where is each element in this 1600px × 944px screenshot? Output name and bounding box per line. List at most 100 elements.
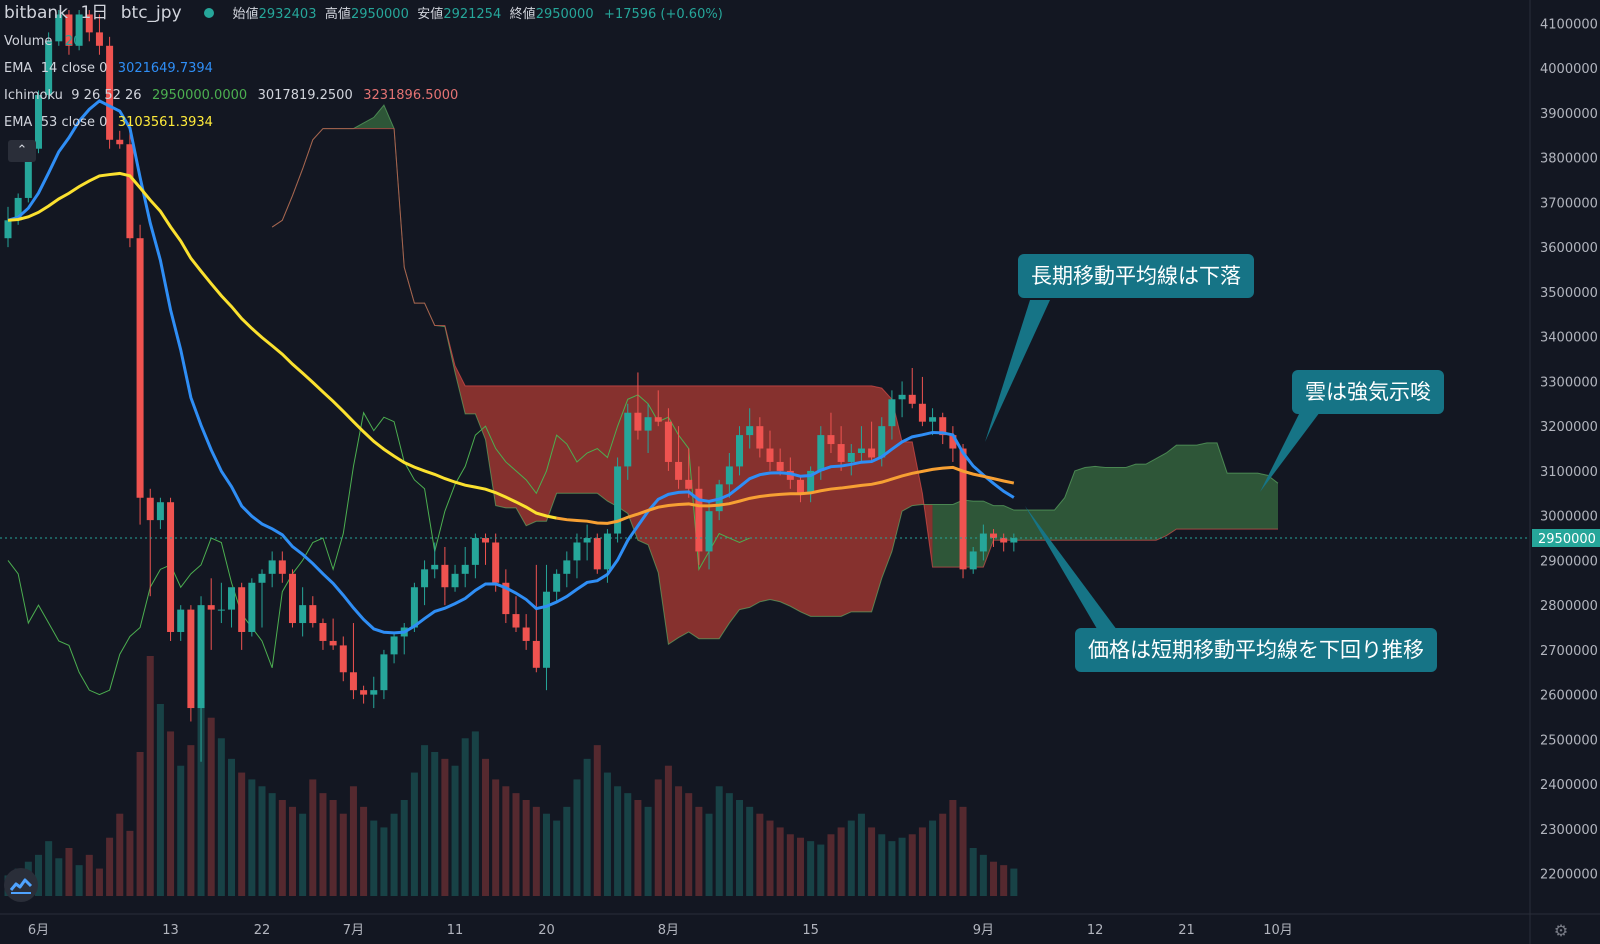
price-tick-label: 2900000 [1540, 554, 1598, 569]
ichimoku-cloud [271, 104, 1279, 646]
candle [522, 614, 530, 650]
volume-bar [573, 779, 581, 896]
candle-body [654, 417, 662, 422]
time-tick-label: 20 [538, 923, 555, 938]
candle-body [34, 95, 42, 149]
candle [1010, 533, 1018, 552]
volume-bar [441, 758, 449, 896]
candle [65, 10, 73, 55]
candle [685, 448, 693, 498]
candle-body [248, 582, 256, 632]
volume-bar [1010, 868, 1018, 896]
candle-body [106, 45, 114, 140]
volume-bar [817, 844, 825, 896]
symbol-pair[interactable]: btc_jpy [120, 3, 182, 23]
candle [675, 426, 683, 489]
candle-body [187, 609, 195, 709]
volume-bar [288, 806, 296, 896]
gear-icon[interactable]: ⚙ [1553, 921, 1569, 940]
candle [156, 497, 164, 530]
price-tick-label: 2400000 [1540, 778, 1598, 793]
time-tick-label: 9月 [973, 923, 994, 938]
candle [106, 36, 114, 149]
indicator-row-ema14[interactable]: EMA 14 close 0 3021649.7394 [4, 55, 723, 82]
volume-bar [827, 834, 835, 896]
candle-body [390, 636, 398, 655]
volume-bar [532, 806, 540, 896]
candle [837, 426, 845, 471]
candle-body [309, 605, 317, 624]
candle [319, 618, 327, 650]
volume-bar [888, 841, 896, 896]
time-axis[interactable]: 6月 13 22 7月 11 20 8月 15 9月 12 21 10月 [28, 923, 1293, 938]
chart-legend: bitbank 1日 btc_jpy 始値2932403 高値2950000 安… [4, 0, 723, 136]
candle-body [776, 461, 784, 471]
candle [918, 376, 926, 427]
candle [360, 685, 368, 704]
callout-pointer-long-ma [985, 300, 1050, 442]
price-tick-label: 2800000 [1540, 599, 1598, 614]
volume-bar [248, 779, 256, 896]
ema-53-line-recent [556, 465, 1015, 525]
candle [238, 582, 246, 650]
callout-cloud-bullish: 雲は強気示唆 [1292, 370, 1444, 414]
legend-collapse-button[interactable]: ⌃ [8, 140, 36, 162]
symbol-exchange[interactable]: bitbank [4, 3, 69, 23]
price-tick-label: 2600000 [1540, 689, 1598, 704]
candle-body [197, 605, 205, 709]
volume-bar [736, 800, 744, 896]
price-tick-label: 3600000 [1540, 241, 1598, 256]
candle-body [685, 479, 693, 489]
indicator-row-ema53[interactable]: EMA 53 close 0 3103561.3934 [4, 109, 723, 136]
symbol-interval[interactable]: 1日 [80, 3, 109, 23]
volume-bar [583, 758, 591, 896]
candle [573, 533, 581, 579]
candle [614, 457, 622, 543]
volume-bar [228, 758, 236, 896]
candle [329, 618, 337, 650]
candle-body [1010, 538, 1018, 543]
candle [725, 453, 733, 498]
candle [898, 381, 906, 418]
candle-body [969, 551, 977, 570]
indicator-params: 14 close 0 [40, 61, 108, 76]
indicator-row-ichimoku[interactable]: Ichimoku 9 26 52 26 2950000.0000 3017819… [4, 82, 723, 109]
volume-bar [908, 834, 916, 896]
candle [939, 412, 947, 445]
open-label: 始値 [232, 7, 259, 22]
candle-body [807, 470, 815, 494]
candle [888, 390, 896, 440]
volume-bar [756, 813, 764, 896]
candle-body [1000, 538, 1008, 543]
volume-bar [939, 813, 947, 896]
candle-body [268, 560, 276, 574]
indicator-name: EMA [4, 61, 33, 76]
candle [542, 564, 550, 691]
candle-body [85, 14, 93, 33]
candle [126, 121, 134, 248]
candle [736, 426, 744, 476]
candle [492, 533, 500, 592]
time-tick-label: 11 [447, 923, 464, 938]
candle-body [24, 148, 32, 198]
volume-bar [329, 800, 337, 896]
candle [349, 623, 357, 700]
candle [796, 475, 804, 503]
price-tick-label: 4000000 [1540, 62, 1598, 77]
candle [146, 488, 154, 597]
volume-bar [451, 765, 459, 896]
candle [410, 582, 418, 632]
indicator-row-volume[interactable]: Volume 20 [4, 28, 723, 55]
candle-body [278, 560, 286, 574]
volume-bar [217, 738, 225, 896]
open-value: 2932403 [258, 7, 317, 22]
volume-bar [1000, 865, 1008, 896]
price-axis[interactable]: 4100000 4000000 3900000 3800000 3700000 36000… [1540, 17, 1598, 882]
volume-bar [603, 772, 611, 896]
candle [75, 10, 83, 51]
tradingview-logo-icon[interactable] [4, 868, 38, 902]
candle-body [167, 502, 175, 632]
volume-bar [522, 800, 530, 896]
volume-bar [593, 745, 601, 896]
